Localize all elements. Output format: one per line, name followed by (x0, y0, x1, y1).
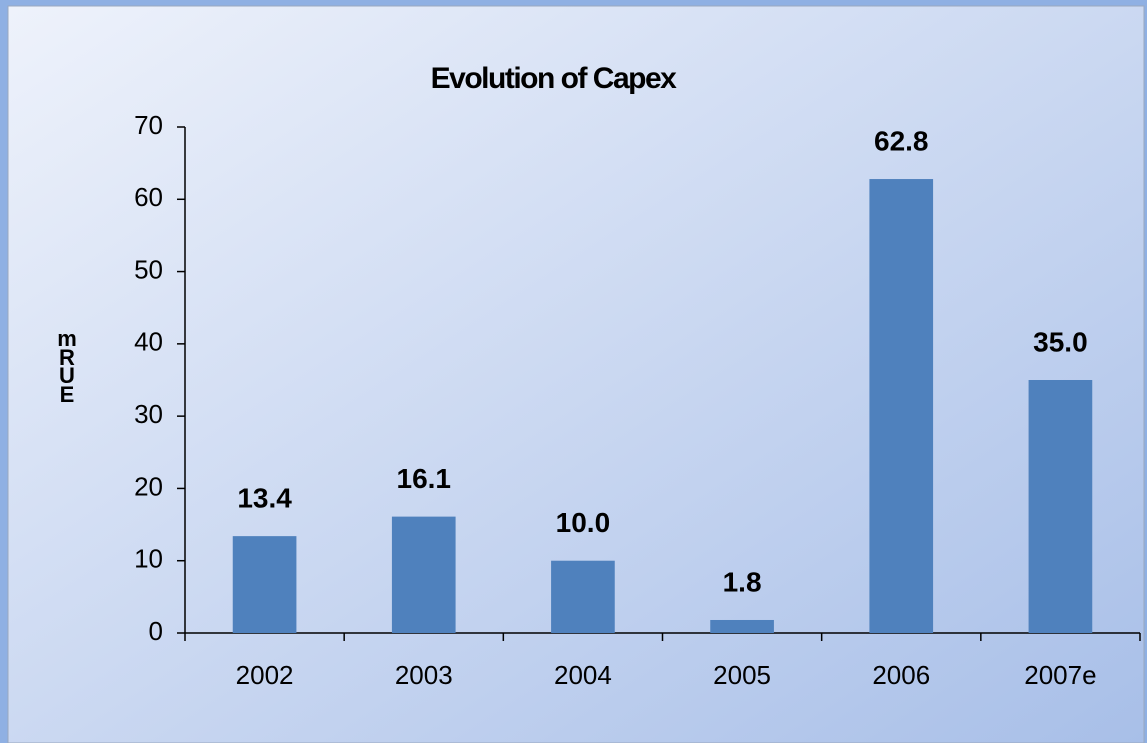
bar (869, 179, 934, 633)
y-tick-label: 50 (134, 254, 163, 284)
y-tick-label: 10 (134, 544, 163, 574)
bar (391, 516, 456, 633)
x-tick-label: 2004 (554, 660, 612, 690)
data-label: 16.1 (397, 463, 452, 494)
y-tick-label: 60 (134, 182, 163, 212)
y-axis-label: mRUE (57, 326, 77, 408)
data-label: 1.8 (723, 566, 762, 597)
chart-title: Evolution of Capex (431, 62, 678, 95)
data-label: 10.0 (556, 507, 611, 538)
bar (710, 619, 774, 633)
y-tick-label: 20 (134, 471, 163, 501)
x-tick-label: 2003 (395, 660, 453, 690)
bar (1028, 380, 1093, 633)
data-label: 13.4 (237, 483, 292, 514)
data-label: 62.8 (874, 125, 929, 156)
x-tick-label: 2006 (872, 660, 930, 690)
y-tick-label: 0 (149, 616, 163, 646)
y-tick-label: 70 (134, 110, 163, 140)
x-tick-label: 2002 (236, 660, 294, 690)
x-tick-label: 2005 (713, 660, 771, 690)
x-tick-label: 2007e (1024, 660, 1096, 690)
data-label: 35.0 (1033, 326, 1088, 357)
y-tick-label: 40 (134, 327, 163, 357)
bar (551, 560, 615, 633)
bar (232, 536, 297, 633)
y-tick-label: 30 (134, 399, 163, 429)
